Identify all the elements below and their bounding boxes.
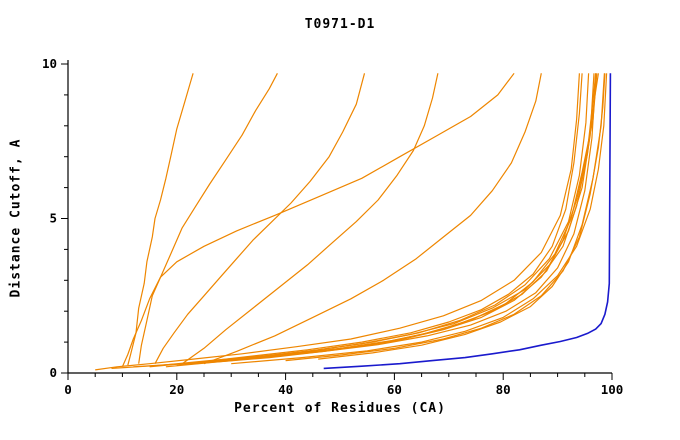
x-tick-label: 0 — [64, 382, 72, 397]
series-model-08 — [176, 73, 598, 366]
series-model-16 — [187, 73, 595, 365]
series-model-04 — [181, 73, 439, 365]
y-tick-label: 0 — [49, 365, 57, 380]
series-best-model — [323, 73, 612, 370]
series-model-15 — [111, 73, 597, 369]
series-model-14 — [318, 73, 605, 360]
x-axis-label: Percent of Residues (CA) — [234, 401, 446, 416]
series-model-03 — [154, 73, 366, 364]
x-tick-label: 100 — [601, 382, 624, 397]
series-model-01 — [127, 73, 194, 366]
series-model-10 — [231, 73, 608, 365]
series-model-02 — [121, 73, 278, 368]
plot-title: T0971-D1 — [304, 17, 376, 32]
x-tick-label: 20 — [169, 382, 184, 397]
series-model-07 — [165, 73, 597, 368]
y-tick-label: 5 — [49, 211, 57, 226]
series-model-13 — [285, 73, 606, 362]
series-model-05 — [203, 73, 542, 365]
series-model-17 — [160, 73, 590, 366]
x-tick-label: 60 — [387, 382, 402, 397]
series-model-09 — [133, 73, 599, 368]
y-tick-label: 10 — [42, 56, 57, 71]
series-model-11 — [95, 73, 580, 371]
series-model-06 — [149, 73, 583, 368]
x-tick-label: 40 — [278, 382, 293, 397]
x-tick-label: 80 — [496, 382, 511, 397]
series-model-12 — [138, 72, 515, 364]
